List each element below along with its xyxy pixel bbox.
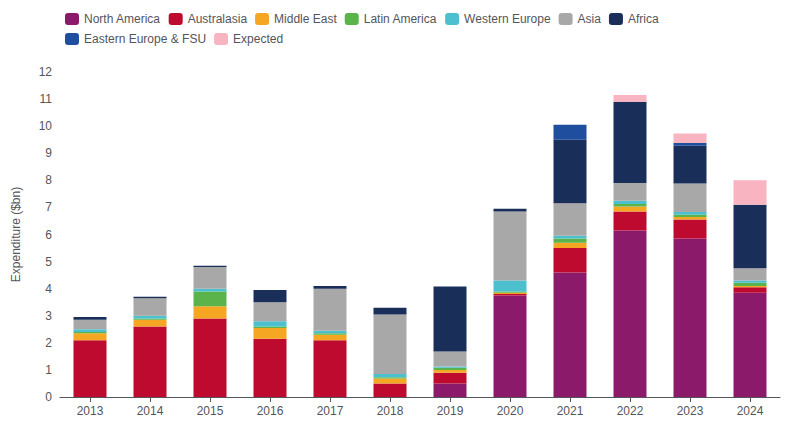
svg-text:2023: 2023 [677,404,704,418]
svg-text:10: 10 [39,119,53,133]
svg-text:Expenditure ($bn): Expenditure ($bn) [9,187,23,282]
svg-text:2019: 2019 [437,404,464,418]
svg-text:Australasia: Australasia [188,12,248,26]
svg-text:9: 9 [45,146,52,160]
svg-text:Eastern Europe & FSU: Eastern Europe & FSU [84,32,206,46]
svg-text:2018: 2018 [377,404,404,418]
svg-text:2014: 2014 [137,404,164,418]
svg-text:11: 11 [40,92,53,106]
svg-text:3: 3 [45,309,52,323]
svg-text:North America: North America [84,12,160,26]
svg-text:4: 4 [45,282,52,296]
svg-text:5: 5 [45,255,52,269]
svg-text:0: 0 [45,390,52,404]
svg-text:8: 8 [45,173,52,187]
svg-text:Latin America: Latin America [364,12,437,26]
svg-text:Middle East: Middle East [274,12,337,26]
svg-text:2024: 2024 [737,404,764,418]
svg-text:Africa: Africa [628,12,659,26]
svg-text:Expected: Expected [233,32,283,46]
svg-text:2020: 2020 [497,404,524,418]
svg-text:Western Europe: Western Europe [464,12,551,26]
svg-text:7: 7 [45,200,52,214]
svg-text:2013: 2013 [77,404,104,418]
svg-text:12: 12 [39,65,53,79]
svg-text:2015: 2015 [197,404,224,418]
svg-text:2021: 2021 [557,404,584,418]
svg-text:2016: 2016 [257,404,284,418]
svg-text:2017: 2017 [317,404,344,418]
svg-text:2: 2 [45,336,52,350]
svg-text:6: 6 [45,228,52,242]
svg-text:1: 1 [45,363,52,377]
svg-text:Asia: Asia [578,12,602,26]
svg-text:2022: 2022 [617,404,644,418]
